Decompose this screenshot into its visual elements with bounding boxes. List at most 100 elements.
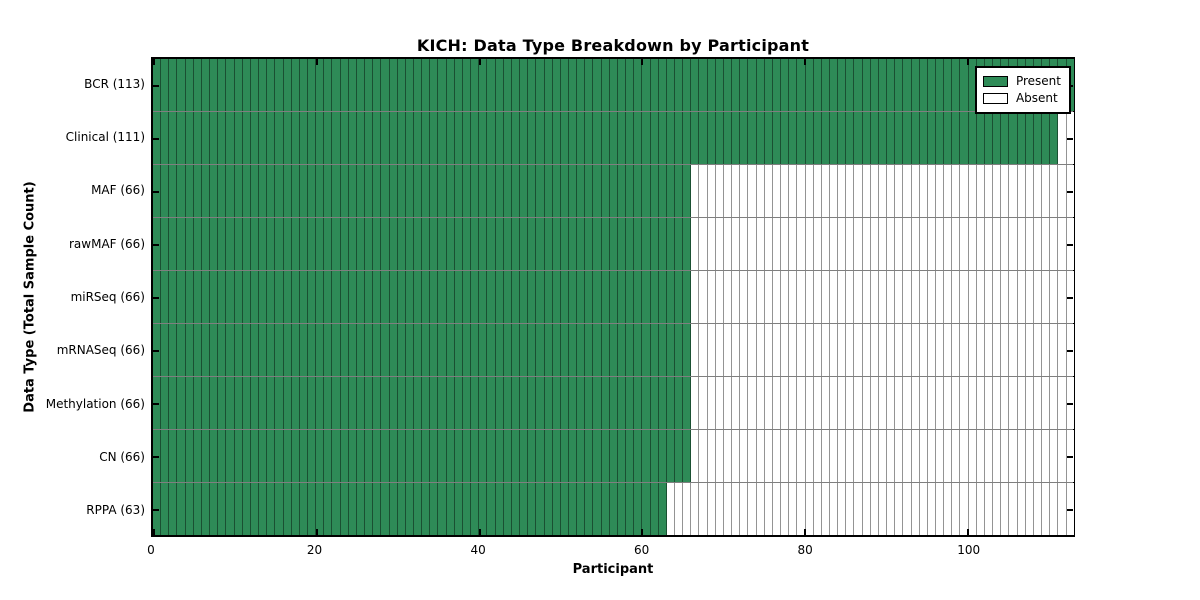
participant-cell xyxy=(626,271,635,323)
participant-cell xyxy=(340,165,349,217)
participant-cell xyxy=(471,483,480,535)
participant-cell xyxy=(960,59,969,111)
participant-cell xyxy=(438,218,447,270)
participant-cell xyxy=(520,483,529,535)
participant-cell xyxy=(617,112,627,164)
participant-cell xyxy=(577,59,586,111)
participant-cell xyxy=(283,165,292,217)
participant-cell xyxy=(185,165,194,217)
participant-cell xyxy=(723,59,733,111)
participant-cell xyxy=(846,218,855,270)
participant-cell xyxy=(169,165,178,217)
x-tick-mark xyxy=(478,59,481,65)
participant-cell xyxy=(161,324,170,376)
participant-cell xyxy=(226,112,235,164)
participant-cell xyxy=(650,59,659,111)
participant-cell xyxy=(813,377,822,429)
participant-cell xyxy=(316,271,325,323)
participant-cell xyxy=(976,218,985,270)
y-tick-label-Methylation: Methylation (66) xyxy=(45,396,145,411)
participant-cell xyxy=(511,59,521,111)
participant-cell xyxy=(585,271,594,323)
participant-cell xyxy=(161,483,170,535)
participant-cell xyxy=(683,483,692,535)
participant-cell xyxy=(789,377,798,429)
participant-cell xyxy=(658,430,667,482)
participant-cell xyxy=(1058,483,1067,535)
participant-cell xyxy=(862,218,871,270)
participant-cell xyxy=(585,112,594,164)
participant-cell xyxy=(723,430,733,482)
participant-cell xyxy=(250,271,260,323)
participant-cell xyxy=(634,377,643,429)
participant-cell xyxy=(332,271,341,323)
participant-cell xyxy=(250,59,260,111)
participant-cell xyxy=(283,430,292,482)
participant-cell xyxy=(585,430,594,482)
participant-cell xyxy=(356,112,366,164)
participant-cell xyxy=(634,59,643,111)
participant-cell xyxy=(234,59,243,111)
participant-cell xyxy=(340,430,349,482)
participant-cell xyxy=(479,59,488,111)
y-tick-mark xyxy=(1067,191,1073,194)
participant-cell xyxy=(699,271,708,323)
participant-cell xyxy=(903,165,912,217)
participant-cell xyxy=(895,165,904,217)
participant-cell xyxy=(544,59,553,111)
participant-cell xyxy=(1009,218,1018,270)
participant-cell xyxy=(528,324,537,376)
participant-cell xyxy=(422,377,431,429)
participant-cell xyxy=(422,430,431,482)
participant-cell xyxy=(153,165,162,217)
participant-cell xyxy=(568,112,578,164)
participant-cell xyxy=(609,324,618,376)
participant-cell xyxy=(552,112,561,164)
participant-cell xyxy=(511,112,521,164)
participant-cell xyxy=(536,377,545,429)
participant-cell xyxy=(218,218,227,270)
participant-cell xyxy=(960,165,969,217)
x-tick-mark xyxy=(641,59,644,65)
participant-cell xyxy=(430,483,439,535)
participant-cell xyxy=(993,112,1002,164)
participant-cell xyxy=(732,165,741,217)
x-tick-label: 20 xyxy=(306,543,323,557)
participant-cell xyxy=(650,271,659,323)
participant-cell xyxy=(862,59,871,111)
participant-cell xyxy=(462,430,472,482)
participant-cell xyxy=(675,483,684,535)
participant-cell xyxy=(218,324,227,376)
participant-cell xyxy=(161,165,170,217)
participant-cell xyxy=(927,430,936,482)
participant-cell xyxy=(210,324,219,376)
participant-cell xyxy=(878,112,888,164)
participant-cell xyxy=(381,430,390,482)
participant-cell xyxy=(1025,430,1034,482)
participant-cell xyxy=(609,112,618,164)
participant-cell xyxy=(634,483,643,535)
y-tick-label-RPPA: RPPA (63) xyxy=(86,503,145,518)
participant-cell xyxy=(699,218,708,270)
participant-cell xyxy=(365,165,374,217)
participant-cell xyxy=(756,324,765,376)
participant-cell xyxy=(984,271,994,323)
participant-cell xyxy=(658,377,667,429)
participant-cell xyxy=(177,430,186,482)
participant-cell xyxy=(259,218,268,270)
participant-cell xyxy=(748,483,757,535)
participant-cell xyxy=(813,59,822,111)
participant-cell xyxy=(895,430,904,482)
participant-cell xyxy=(210,218,219,270)
participant-cell xyxy=(805,271,814,323)
participant-cell xyxy=(462,271,472,323)
participant-cell xyxy=(316,165,325,217)
participant-cell xyxy=(267,112,276,164)
participant-cell xyxy=(740,165,749,217)
participant-cell xyxy=(626,165,635,217)
participant-cell xyxy=(936,59,945,111)
participant-cell xyxy=(593,165,602,217)
participant-cell xyxy=(601,59,610,111)
participant-cell xyxy=(193,324,202,376)
